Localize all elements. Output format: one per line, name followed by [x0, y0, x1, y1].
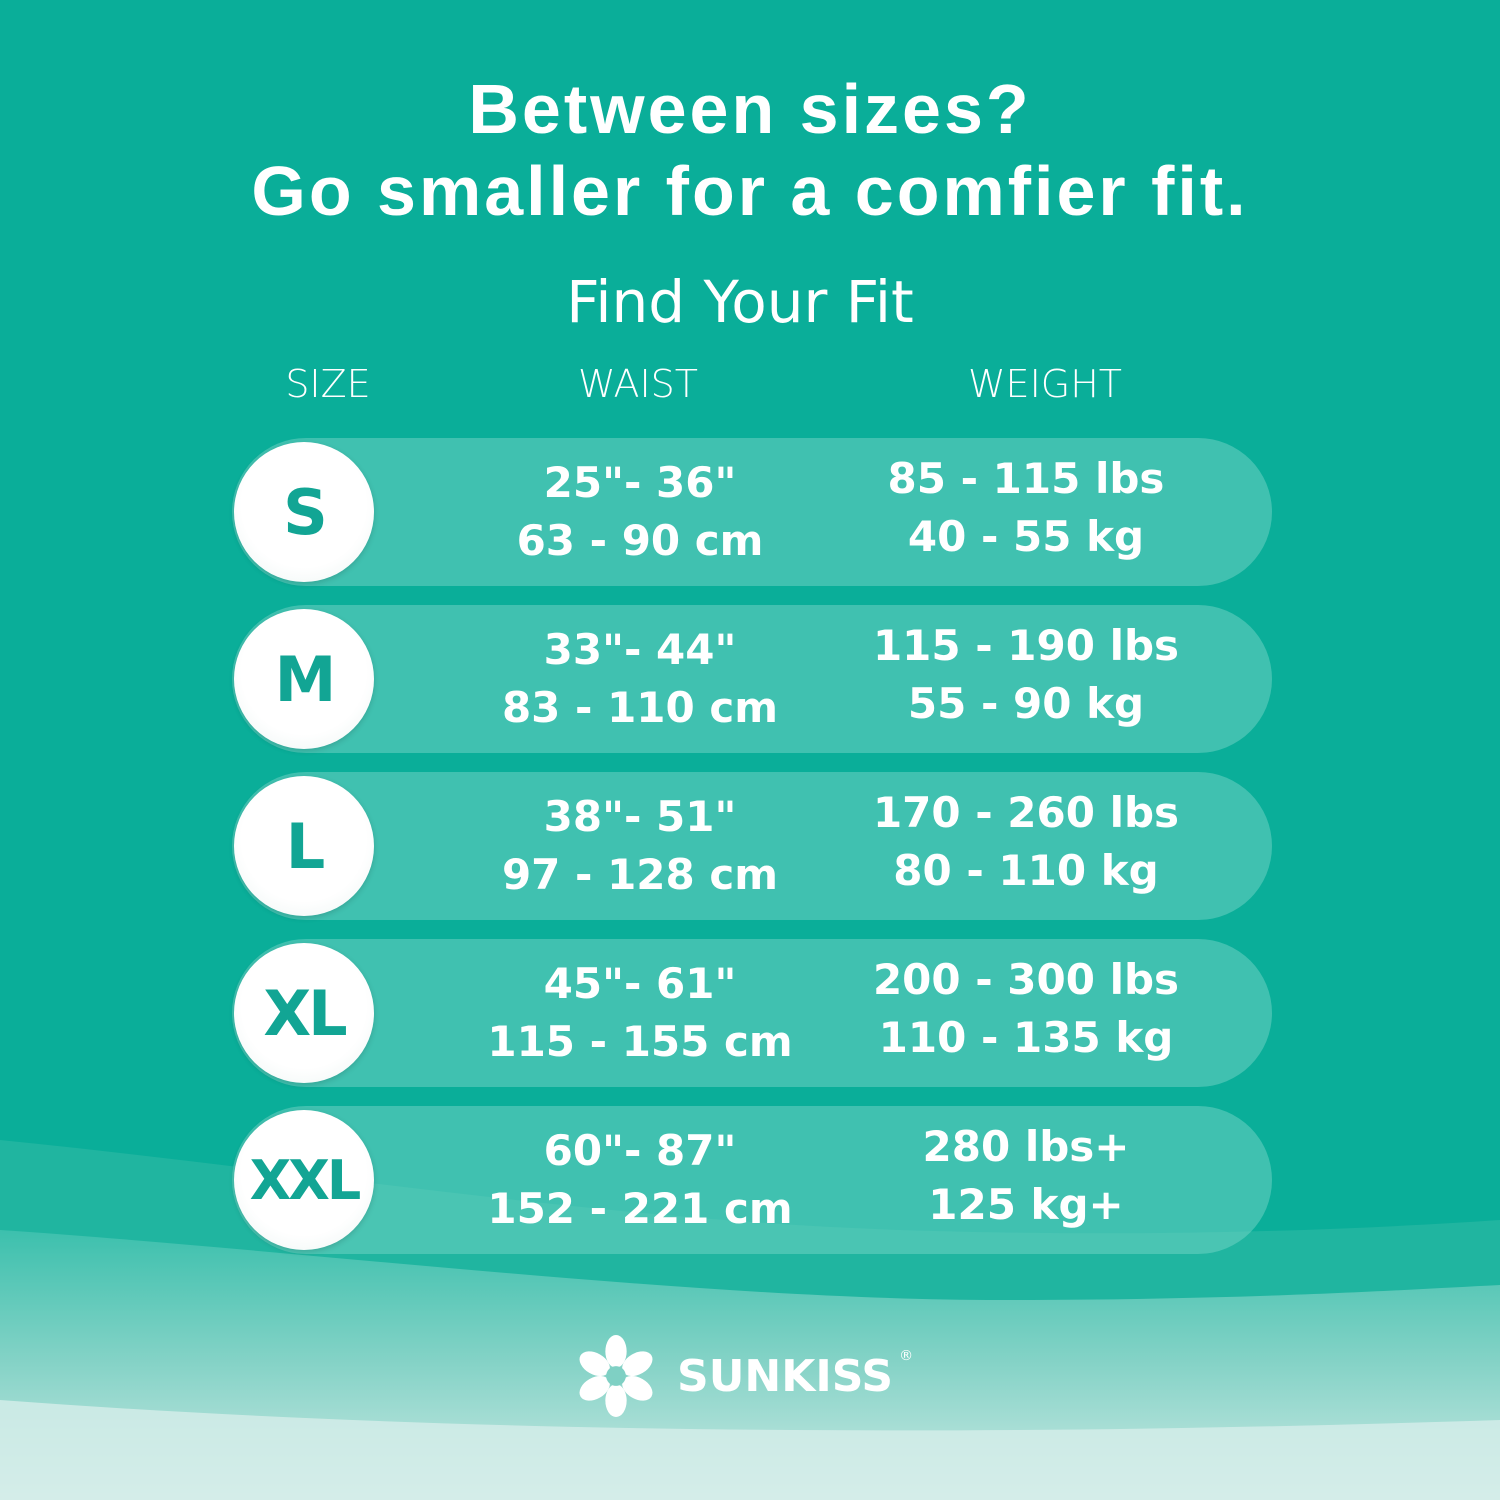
waist-cm: 97 - 128 cm: [501, 850, 779, 899]
flower-logo-icon: [579, 1335, 653, 1417]
size-row-xxl: XXL 60"- 87" 152 - 221 cm 280 lbs+ 125 kg+: [232, 1106, 1272, 1254]
column-header-weight: WEIGHT: [967, 362, 1123, 406]
waist-cm: 83 - 110 cm: [501, 683, 779, 732]
waist-inches: 60"- 87": [543, 1126, 737, 1175]
size-badge: S: [234, 442, 374, 582]
subtitle: Find Your Fit: [566, 268, 914, 336]
weight-kg: 80 - 110 kg: [893, 846, 1159, 895]
column-header-waist: WAIST: [577, 362, 699, 406]
column-header-size: SIZE: [285, 362, 371, 406]
weight-cell: 85 - 115 lbs 40 - 55 kg: [888, 450, 1165, 566]
registered-mark: ®: [899, 1348, 914, 1364]
waist-cm: 63 - 90 cm: [516, 516, 764, 565]
size-badge: M: [234, 609, 374, 749]
waist-cell: 25"- 36" 63 - 90 cm: [517, 454, 764, 570]
weight-cell: 115 - 190 lbs 55 - 90 kg: [873, 617, 1179, 733]
waist-cell: 33"- 44" 83 - 110 cm: [502, 621, 778, 737]
waist-inches: 33"- 44": [543, 625, 737, 674]
headline-line-2: Go smaller for a comfier fit.: [251, 152, 1249, 230]
weight-kg: 125 kg+: [928, 1180, 1124, 1229]
size-badge: XXL: [234, 1110, 374, 1250]
size-row-s: S 25"- 36" 63 - 90 cm 85 - 115 lbs 40 - 55…: [232, 438, 1272, 586]
waist-inches: 45"- 61": [543, 959, 737, 1008]
weight-kg: 55 - 90 kg: [907, 679, 1145, 728]
headline: Between sizes? Go smaller for a comfier …: [0, 68, 1500, 232]
size-row-m: M 33"- 44" 83 - 110 cm 115 - 190 lbs 55 - …: [232, 605, 1272, 753]
waist-cm: 115 - 155 cm: [487, 1017, 793, 1066]
waist-cell: 38"- 51" 97 - 128 cm: [502, 788, 778, 904]
weight-lbs: 200 - 300 lbs: [872, 955, 1180, 1004]
waist-inches: 25"- 36": [543, 458, 737, 507]
weight-kg: 40 - 55 kg: [907, 512, 1145, 561]
waist-cell: 45"- 61" 115 - 155 cm: [487, 955, 792, 1071]
brand-logo: SUNKISS ®: [575, 1335, 913, 1417]
weight-cell: 170 - 260 lbs 80 - 110 kg: [873, 784, 1179, 900]
waist-inches: 38"- 51": [543, 792, 737, 841]
weight-kg: 110 - 135 kg: [878, 1013, 1174, 1062]
weight-cell: 200 - 300 lbs 110 - 135 kg: [873, 951, 1179, 1067]
size-row-xl: XL 45"- 61" 115 - 155 cm 200 - 300 lbs 110…: [232, 939, 1272, 1087]
size-badge: L: [234, 776, 374, 916]
weight-lbs: 280 lbs+: [922, 1122, 1130, 1171]
waist-cm: 152 - 221 cm: [487, 1184, 793, 1233]
size-row-l: L 38"- 51" 97 - 128 cm 170 - 260 lbs 80 - …: [232, 772, 1272, 920]
weight-cell: 280 lbs+ 125 kg+: [923, 1118, 1130, 1234]
weight-lbs: 170 - 260 lbs: [872, 788, 1180, 837]
headline-line-1: Between sizes?: [468, 70, 1032, 148]
weight-lbs: 85 - 115 lbs: [887, 454, 1165, 503]
brand-name: SUNKISS: [677, 1350, 894, 1402]
size-badge: XL: [234, 943, 374, 1083]
weight-lbs: 115 - 190 lbs: [872, 621, 1180, 670]
waist-cell: 60"- 87" 152 - 221 cm: [487, 1122, 792, 1238]
